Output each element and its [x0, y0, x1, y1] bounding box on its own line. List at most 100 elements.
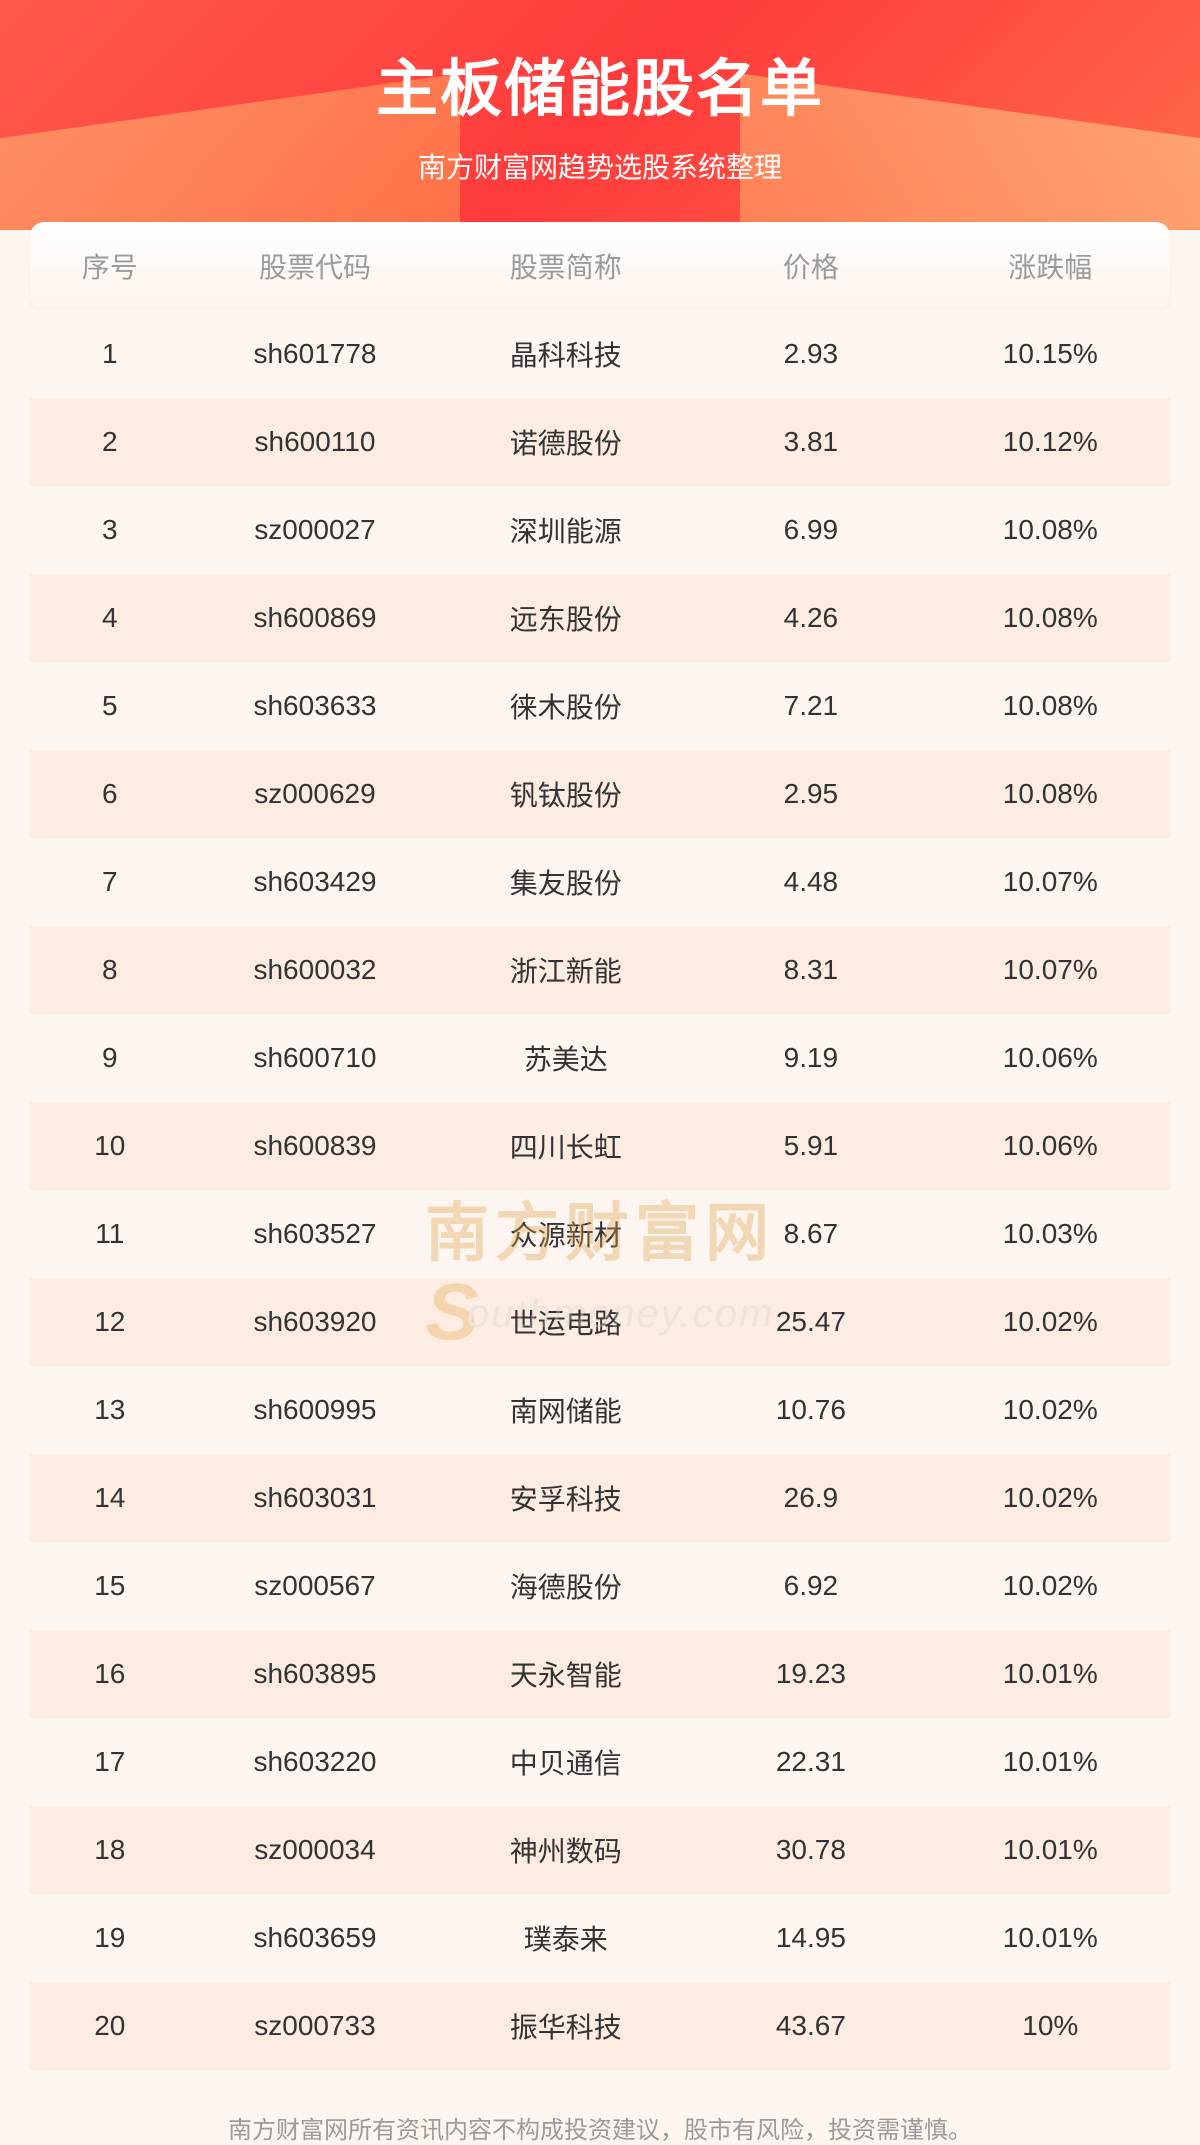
cell-change: 10.06% [931, 1042, 1170, 1074]
cell-code: sz000034 [190, 1834, 441, 1866]
cell-name: 南网储能 [440, 1390, 691, 1430]
cell-change: 10.08% [931, 514, 1170, 546]
cell-index: 11 [30, 1218, 190, 1250]
cell-code: sh603429 [190, 866, 441, 898]
table-row: 6sz000629钒钛股份2.9510.08% [30, 750, 1170, 838]
table-row: 14sh603031安孚科技26.910.02% [30, 1454, 1170, 1542]
cell-change: 10.02% [931, 1394, 1170, 1426]
cell-change: 10.07% [931, 954, 1170, 986]
table-row: 2sh600110诺德股份3.8110.12% [30, 398, 1170, 486]
cell-change: 10.01% [931, 1834, 1170, 1866]
cell-index: 17 [30, 1746, 190, 1778]
cell-index: 12 [30, 1306, 190, 1338]
table-row: 15sz000567海德股份6.9210.02% [30, 1542, 1170, 1630]
table-row: 7sh603429集友股份4.4810.07% [30, 838, 1170, 926]
cell-price: 2.93 [691, 338, 930, 370]
cell-price: 14.95 [691, 1922, 930, 1954]
cell-price: 8.67 [691, 1218, 930, 1250]
cell-price: 9.19 [691, 1042, 930, 1074]
table-body: 1sh601778晶科科技2.9310.15%2sh600110诺德股份3.81… [30, 310, 1170, 2070]
cell-name: 中贝通信 [440, 1742, 691, 1782]
cell-code: sh600839 [190, 1130, 441, 1162]
cell-index: 19 [30, 1922, 190, 1954]
cell-price: 22.31 [691, 1746, 930, 1778]
table-header-row: 序号 股票代码 股票简称 价格 涨跌幅 [30, 222, 1170, 310]
cell-name: 四川长虹 [440, 1126, 691, 1166]
cell-price: 26.9 [691, 1482, 930, 1514]
cell-name: 天永智能 [440, 1654, 691, 1694]
cell-code: sz000733 [190, 2010, 441, 2042]
cell-price: 25.47 [691, 1306, 930, 1338]
cell-index: 9 [30, 1042, 190, 1074]
cell-name: 神州数码 [440, 1830, 691, 1870]
cell-name: 众源新材 [440, 1214, 691, 1254]
cell-index: 7 [30, 866, 190, 898]
page-title: 主板储能股名单 [0, 38, 1200, 128]
cell-price: 43.67 [691, 2010, 930, 2042]
table-row: 12sh603920世运电路25.4710.02% [30, 1278, 1170, 1366]
cell-code: sh603031 [190, 1482, 441, 1514]
cell-index: 5 [30, 690, 190, 722]
cell-index: 16 [30, 1658, 190, 1690]
cell-change: 10.15% [931, 338, 1170, 370]
cell-index: 20 [30, 2010, 190, 2042]
cell-index: 8 [30, 954, 190, 986]
cell-change: 10.01% [931, 1658, 1170, 1690]
col-header-name: 股票简称 [440, 246, 691, 286]
table-row: 19sh603659璞泰来14.9510.01% [30, 1894, 1170, 1982]
cell-change: 10.03% [931, 1218, 1170, 1250]
cell-change: 10.02% [931, 1570, 1170, 1602]
cell-price: 2.95 [691, 778, 930, 810]
col-header-price: 价格 [691, 246, 930, 286]
cell-code: sh600995 [190, 1394, 441, 1426]
cell-index: 18 [30, 1834, 190, 1866]
cell-price: 3.81 [691, 426, 930, 458]
cell-change: 10.01% [931, 1922, 1170, 1954]
cell-index: 1 [30, 338, 190, 370]
cell-code: sz000027 [190, 514, 441, 546]
table-row: 9sh600710苏美达9.1910.06% [30, 1014, 1170, 1102]
cell-name: 远东股份 [440, 598, 691, 638]
cell-code: sh603895 [190, 1658, 441, 1690]
cell-code: sh603920 [190, 1306, 441, 1338]
stock-table: 序号 股票代码 股票简称 价格 涨跌幅 1sh601778晶科科技2.9310.… [30, 222, 1170, 2070]
table-row: 5sh603633徕木股份7.2110.08% [30, 662, 1170, 750]
cell-code: sh603527 [190, 1218, 441, 1250]
cell-index: 6 [30, 778, 190, 810]
table-row: 3sz000027深圳能源6.9910.08% [30, 486, 1170, 574]
col-header-code: 股票代码 [190, 246, 441, 286]
table-row: 11sh603527众源新材8.6710.03% [30, 1190, 1170, 1278]
cell-price: 6.99 [691, 514, 930, 546]
table-row: 18sz000034神州数码30.7810.01% [30, 1806, 1170, 1894]
cell-code: sh600869 [190, 602, 441, 634]
cell-change: 10.02% [931, 1482, 1170, 1514]
cell-code: sz000567 [190, 1570, 441, 1602]
cell-price: 5.91 [691, 1130, 930, 1162]
table-row: 13sh600995南网储能10.7610.02% [30, 1366, 1170, 1454]
cell-name: 安孚科技 [440, 1478, 691, 1518]
cell-name: 海德股份 [440, 1566, 691, 1606]
table-row: 1sh601778晶科科技2.9310.15% [30, 310, 1170, 398]
cell-price: 10.76 [691, 1394, 930, 1426]
cell-name: 钒钛股份 [440, 774, 691, 814]
cell-name: 璞泰来 [440, 1918, 691, 1958]
cell-price: 30.78 [691, 1834, 930, 1866]
cell-index: 3 [30, 514, 190, 546]
table-row: 16sh603895天永智能19.2310.01% [30, 1630, 1170, 1718]
col-header-index: 序号 [30, 246, 190, 286]
cell-change: 10.08% [931, 602, 1170, 634]
table-row: 20sz000733振华科技43.6710% [30, 1982, 1170, 2070]
cell-change: 10% [931, 2010, 1170, 2042]
cell-price: 4.26 [691, 602, 930, 634]
header-banner: 主板储能股名单 南方财富网趋势选股系统整理 [0, 0, 1200, 230]
cell-price: 4.48 [691, 866, 930, 898]
cell-price: 6.92 [691, 1570, 930, 1602]
cell-name: 振华科技 [440, 2006, 691, 2046]
cell-change: 10.08% [931, 778, 1170, 810]
cell-index: 14 [30, 1482, 190, 1514]
cell-name: 浙江新能 [440, 950, 691, 990]
table-row: 17sh603220中贝通信22.3110.01% [30, 1718, 1170, 1806]
cell-name: 晶科科技 [440, 334, 691, 374]
cell-price: 7.21 [691, 690, 930, 722]
cell-name: 集友股份 [440, 862, 691, 902]
